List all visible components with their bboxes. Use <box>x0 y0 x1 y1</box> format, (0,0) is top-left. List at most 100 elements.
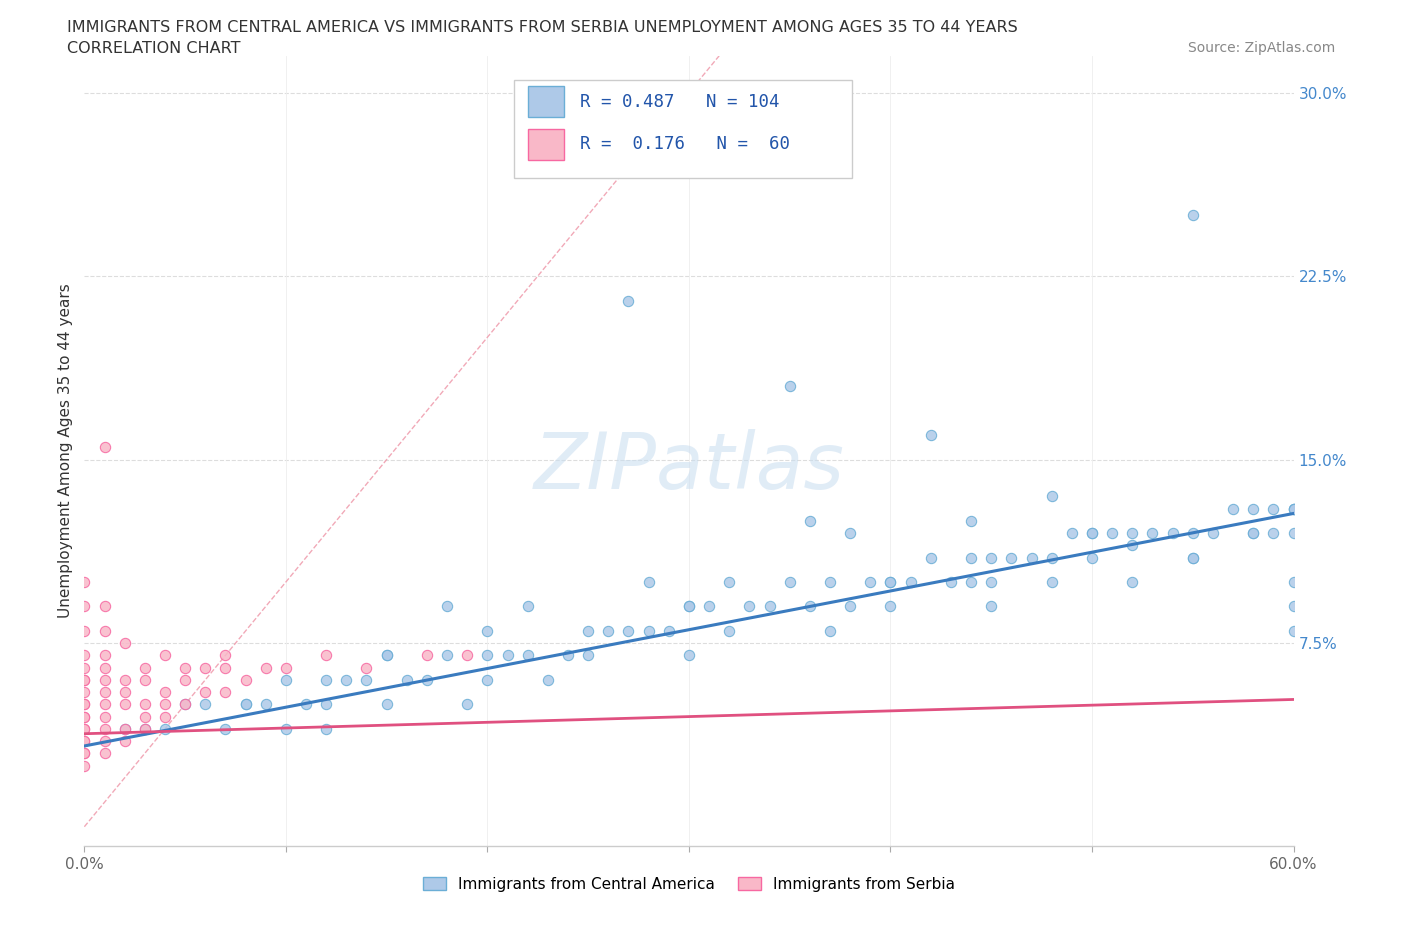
Point <box>235 672 257 687</box>
Point <box>980 550 1002 565</box>
Point <box>114 722 136 737</box>
Point <box>73 710 96 724</box>
Point <box>315 697 337 711</box>
Point <box>1121 525 1143 540</box>
Point <box>939 575 962 590</box>
Point <box>920 428 942 443</box>
Point <box>134 710 156 724</box>
Point <box>1263 525 1285 540</box>
Point <box>356 672 378 687</box>
Point <box>617 623 640 638</box>
Point <box>214 722 236 737</box>
Point <box>194 660 217 675</box>
Point <box>315 672 337 687</box>
Point <box>153 710 176 724</box>
Point <box>274 722 297 737</box>
Point <box>93 623 115 638</box>
Point <box>879 575 901 590</box>
Text: R =  0.176   N =  60: R = 0.176 N = 60 <box>581 136 790 153</box>
Point <box>73 599 96 614</box>
Point <box>1121 575 1143 590</box>
Point <box>637 575 659 590</box>
Point <box>718 575 741 590</box>
Point <box>779 575 801 590</box>
Point <box>920 550 942 565</box>
Point <box>274 672 297 687</box>
Point <box>496 648 519 663</box>
Point <box>818 623 841 638</box>
Point <box>73 722 96 737</box>
Point <box>416 648 439 663</box>
Point <box>73 623 96 638</box>
Point <box>1181 207 1204 222</box>
Point <box>153 684 176 699</box>
Point <box>214 684 236 699</box>
Point <box>93 722 115 737</box>
Point <box>93 648 115 663</box>
Point <box>214 648 236 663</box>
Point <box>114 636 136 651</box>
Point <box>73 697 96 711</box>
Point <box>697 599 720 614</box>
Point <box>1161 525 1184 540</box>
Point <box>153 697 176 711</box>
Point <box>1040 575 1063 590</box>
Point <box>477 648 499 663</box>
Point <box>1282 599 1305 614</box>
Point <box>678 599 700 614</box>
Point <box>1282 501 1305 516</box>
Legend: Immigrants from Central America, Immigrants from Serbia: Immigrants from Central America, Immigra… <box>416 870 962 898</box>
Point <box>879 599 901 614</box>
Point <box>274 660 297 675</box>
Point <box>1181 550 1204 565</box>
Point <box>416 672 439 687</box>
Point <box>1282 501 1305 516</box>
Point <box>375 648 398 663</box>
Point <box>73 710 96 724</box>
Point <box>1081 525 1104 540</box>
Point <box>114 697 136 711</box>
Text: IMMIGRANTS FROM CENTRAL AMERICA VS IMMIGRANTS FROM SERBIA UNEMPLOYMENT AMONG AGE: IMMIGRANTS FROM CENTRAL AMERICA VS IMMIG… <box>67 20 1018 35</box>
Point <box>134 722 156 737</box>
Point <box>174 660 197 675</box>
Point <box>73 758 96 773</box>
Point <box>516 599 538 614</box>
Point <box>153 648 176 663</box>
Point <box>194 697 217 711</box>
Point <box>456 697 478 711</box>
Point <box>93 697 115 711</box>
Point <box>1121 538 1143 552</box>
Point <box>839 599 862 614</box>
Point <box>799 513 821 528</box>
Point <box>73 734 96 749</box>
Point <box>1282 501 1305 516</box>
Point <box>214 660 236 675</box>
Point <box>799 599 821 614</box>
Point <box>818 575 841 590</box>
Point <box>1040 550 1063 565</box>
Point <box>395 672 418 687</box>
Point <box>134 660 156 675</box>
Text: CORRELATION CHART: CORRELATION CHART <box>67 41 240 56</box>
Point <box>1040 489 1063 504</box>
Point <box>114 684 136 699</box>
Point <box>1000 550 1022 565</box>
Point <box>254 697 277 711</box>
Point <box>174 672 197 687</box>
Point <box>315 722 337 737</box>
Point <box>557 648 579 663</box>
Point <box>879 575 901 590</box>
Point <box>900 575 922 590</box>
Point <box>779 379 801 393</box>
Point <box>375 648 398 663</box>
Point <box>678 599 700 614</box>
Point <box>960 550 983 565</box>
Point <box>1081 550 1104 565</box>
Point <box>93 599 115 614</box>
Point <box>576 623 599 638</box>
Point <box>1060 525 1083 540</box>
Point <box>576 648 599 663</box>
Point <box>356 660 378 675</box>
Text: ZIPatlas: ZIPatlas <box>533 429 845 505</box>
Point <box>134 672 156 687</box>
